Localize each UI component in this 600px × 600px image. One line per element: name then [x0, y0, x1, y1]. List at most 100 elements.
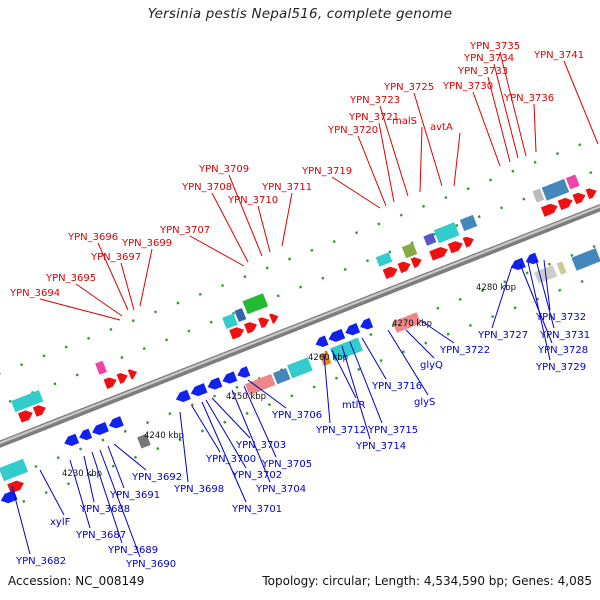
top-gene-label: avtA	[430, 122, 453, 133]
cds-bar	[234, 307, 247, 323]
bottom-label-connector	[39, 469, 65, 516]
guide-dash	[8, 399, 12, 403]
cds-bar	[459, 214, 478, 232]
guide-dash	[533, 160, 537, 164]
guide-dash	[235, 385, 239, 389]
tick-label: 4280 kbp	[476, 283, 516, 293]
gene-arrow-reverse	[222, 371, 238, 384]
guide-dash	[101, 438, 105, 442]
gene-arrow-forward	[447, 241, 463, 254]
guide-dash	[133, 455, 138, 459]
guide-dash	[190, 403, 194, 407]
cds-bar	[137, 433, 151, 449]
guide-dash	[369, 333, 373, 337]
top-label-connector	[499, 51, 527, 157]
bottom-label-connector	[527, 261, 551, 361]
guide-dash	[578, 143, 582, 147]
guide-dash	[499, 206, 504, 210]
gene-arrow-reverse	[207, 377, 223, 390]
guide-dash	[200, 429, 205, 433]
cds-bar	[287, 357, 313, 379]
cds-bar	[401, 242, 418, 259]
gene-arrow-reverse	[108, 416, 124, 429]
top-label-connector	[257, 205, 271, 253]
guide-dash	[365, 259, 370, 263]
guide-dash	[458, 297, 462, 301]
bottom-label-connector	[535, 259, 555, 329]
guide-dash	[343, 267, 347, 271]
backbone-highlight	[0, 178, 600, 459]
guide-dash	[34, 464, 38, 469]
bottom-label-connector	[201, 401, 247, 503]
guide-dash	[209, 320, 213, 324]
guide-dash	[290, 394, 294, 398]
gene-arrow-forward	[462, 236, 474, 248]
bottom-label-connector	[349, 341, 383, 424]
bottom-gene-label: glyS	[414, 397, 435, 408]
cds-bar	[556, 261, 567, 275]
bottom-label-connector	[519, 263, 553, 344]
bottom-gene-label: YPN_3701	[231, 504, 282, 515]
cds-bar	[222, 313, 238, 330]
guide-dash	[44, 490, 48, 495]
rna-bar	[565, 174, 580, 190]
guide-dash	[223, 420, 227, 424]
cds-bar	[571, 248, 600, 271]
top-label-connector	[453, 132, 461, 187]
guide-dash	[592, 245, 596, 249]
gene-arrow-reverse	[79, 428, 93, 441]
gene-arrow-forward	[103, 377, 117, 389]
gene-arrow-reverse	[510, 257, 526, 271]
guide-dash	[178, 438, 182, 442]
guide-dash	[388, 250, 392, 254]
guide-dash	[265, 266, 269, 270]
bottom-label-connector	[179, 411, 189, 483]
guide-dash	[64, 345, 68, 349]
gene-arrow-forward	[410, 257, 422, 269]
guide-dash	[56, 456, 60, 460]
gene-arrow-reverse	[328, 328, 346, 342]
top-gene-label: YPN_3707	[159, 225, 210, 236]
top-gene-label: YPN_3697	[90, 252, 141, 263]
guide-dash	[53, 382, 57, 386]
guide-dash	[22, 499, 26, 503]
guide-dash	[187, 329, 191, 333]
top-label-connector	[493, 63, 519, 159]
top-gene-label: YPN_3710	[227, 195, 278, 206]
gene-arrow-reverse	[315, 335, 329, 348]
bottom-gene-label: YPN_3712	[315, 425, 366, 436]
bottom-gene-label: YPN_3690	[125, 559, 176, 570]
top-label-connector	[487, 76, 511, 163]
guide-dash	[421, 204, 426, 208]
top-gene-label: YPN_3699	[121, 238, 172, 249]
guide-dash	[488, 178, 493, 182]
top-label-connector	[533, 103, 537, 153]
guide-dash	[399, 213, 403, 217]
guide-dash	[212, 394, 217, 398]
top-gene-label: YPN_3721	[348, 112, 399, 123]
gene-arrow-forward	[557, 197, 573, 211]
bottom-gene-label: YPN_3706	[271, 410, 322, 421]
guide-dash	[321, 276, 325, 280]
top-label-connector	[281, 192, 293, 247]
gene-arrow-forward	[572, 192, 586, 205]
bottom-label-connector	[247, 379, 287, 409]
top-label-connector	[97, 242, 129, 311]
cds-bar	[0, 458, 29, 482]
gene-arrow-reverse	[525, 252, 539, 265]
cds-bar	[423, 232, 437, 246]
cds-bar	[242, 293, 269, 315]
guide-dash	[245, 411, 249, 415]
bottom-label-connector	[387, 329, 429, 396]
guide-dash	[131, 319, 135, 323]
bottom-label-connector	[99, 449, 141, 558]
guide-dash	[570, 253, 574, 257]
bottom-gene-label: YPN_3727	[477, 330, 528, 341]
guide-dash	[276, 294, 280, 298]
top-label-connector	[228, 174, 263, 257]
guide-dash	[20, 363, 24, 367]
bottom-gene-label: YPN_3691	[109, 490, 160, 501]
gene-arrow-reverse	[237, 366, 251, 378]
top-label-connector	[357, 135, 387, 207]
